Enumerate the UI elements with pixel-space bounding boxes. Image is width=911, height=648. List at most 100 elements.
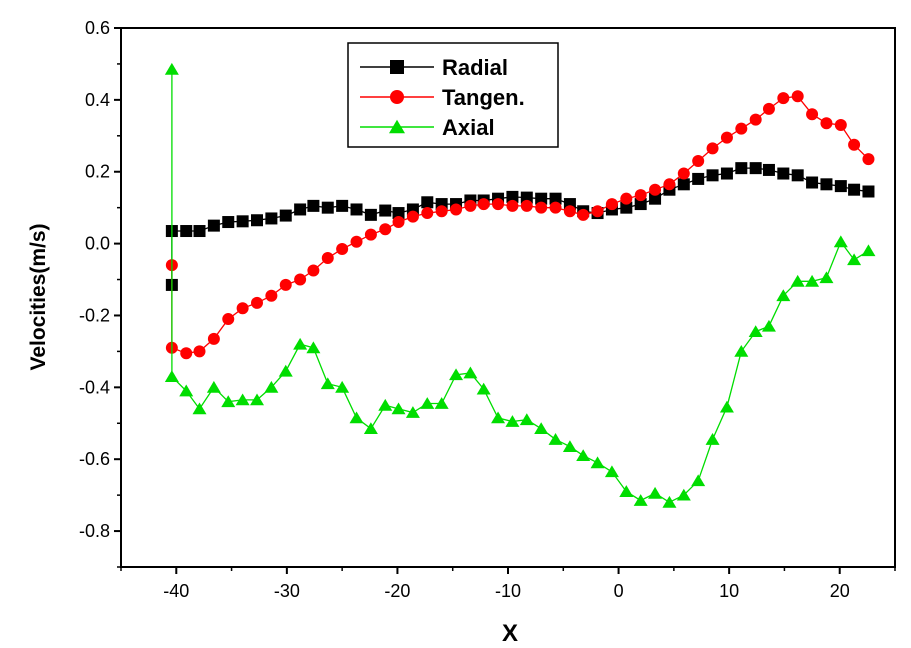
legend-label-axial: Axial <box>442 115 495 140</box>
data-point-tangen <box>236 302 249 315</box>
data-point-tangen <box>450 203 463 216</box>
series-radial <box>165 162 875 291</box>
data-point-radial <box>321 201 334 214</box>
data-point-tangen <box>663 178 676 191</box>
data-point-axial <box>505 415 520 427</box>
data-point-tangen <box>207 332 220 345</box>
x-axis: -40 -30 -20 -10 0 10 20 <box>120 567 896 601</box>
data-point-axial <box>519 413 534 426</box>
data-point-axial <box>235 393 250 406</box>
data-point-radial <box>820 178 833 191</box>
data-point-tangen <box>492 198 505 211</box>
data-point-axial <box>719 400 734 413</box>
data-point-axial <box>861 244 876 257</box>
y-tick-label: -0.2 <box>79 305 110 325</box>
y-tick-label: -0.6 <box>79 449 110 469</box>
data-point-tangen <box>222 313 235 326</box>
data-point-radial <box>749 162 762 175</box>
data-point-axial <box>776 289 791 302</box>
data-point-tangen <box>862 153 875 166</box>
data-point-axial <box>676 488 691 501</box>
x-tick-label: 20 <box>830 581 850 601</box>
legend-box <box>347 42 559 148</box>
data-point-tangen <box>180 347 193 360</box>
y-axis-title: Velocities(m/s) <box>27 223 50 370</box>
data-point-axial <box>463 366 478 379</box>
x-tick-label: -40 <box>163 581 189 601</box>
data-point-tangen <box>706 142 719 155</box>
data-point-tangen <box>591 205 604 218</box>
data-point-axial <box>349 411 364 424</box>
data-point-radial <box>706 169 719 182</box>
data-point-axial <box>476 382 491 395</box>
data-point-axial <box>833 235 848 248</box>
data-point-tangen <box>720 131 733 144</box>
data-point-axial <box>278 364 293 377</box>
data-point-tangen <box>321 251 334 264</box>
series-line-radial <box>171 167 869 285</box>
data-point-radial <box>265 212 278 225</box>
data-point-axial <box>179 384 194 397</box>
data-point-axial <box>648 486 663 499</box>
legend: Radial Tangen. Axial <box>347 42 559 148</box>
data-point-axial <box>405 406 420 418</box>
data-point-radial <box>180 225 193 238</box>
data-point-radial <box>236 215 249 228</box>
x-tick-label: -10 <box>495 581 521 601</box>
data-point-tangen <box>477 198 490 211</box>
data-point-radial <box>620 201 633 214</box>
data-point-tangen <box>307 264 320 277</box>
data-point-tangen <box>464 199 477 212</box>
data-point-radial <box>379 204 392 217</box>
data-point-tangen <box>692 154 705 167</box>
data-point-tangen <box>435 205 448 218</box>
data-point-tangen <box>649 183 662 196</box>
data-point-tangen <box>406 210 419 223</box>
data-point-tangen <box>506 199 519 212</box>
data-point-tangen <box>392 216 405 229</box>
data-point-radial <box>677 178 690 191</box>
data-point-tangen <box>762 102 775 115</box>
y-tick-label: 0.2 <box>85 162 110 182</box>
data-point-radial <box>207 219 220 232</box>
data-point-axial <box>320 377 335 390</box>
data-point-tangen <box>577 208 590 221</box>
data-point-axial <box>705 433 720 445</box>
series-layer <box>164 62 876 508</box>
data-point-tangen <box>777 92 790 105</box>
y-tick-label: 0.0 <box>85 234 110 254</box>
data-point-radial <box>251 214 264 227</box>
data-point-axial <box>264 380 279 393</box>
data-point-tangen <box>535 201 548 214</box>
data-point-axial <box>619 485 634 497</box>
data-point-radial <box>735 162 748 175</box>
y-tick-label: 0.6 <box>85 18 110 38</box>
data-point-radial <box>294 203 307 216</box>
data-point-axial <box>748 325 763 338</box>
y-tick-label: -0.8 <box>79 521 110 541</box>
data-point-radial <box>834 180 847 193</box>
data-point-tangen <box>379 223 392 236</box>
y-tick-label: 0.4 <box>85 90 110 110</box>
data-point-axial <box>164 62 179 75</box>
data-point-tangen <box>421 207 434 220</box>
legend-marker-axial <box>389 119 405 134</box>
data-point-radial <box>634 198 647 211</box>
data-point-radial <box>392 207 405 220</box>
data-point-radial <box>336 199 349 212</box>
data-point-radial <box>222 216 235 229</box>
data-point-tangen <box>520 199 533 212</box>
x-tick-label: 10 <box>719 581 739 601</box>
x-tick-label: -20 <box>384 581 410 601</box>
data-point-radial <box>520 191 533 204</box>
data-point-axial <box>604 465 619 478</box>
data-point-tangen <box>820 117 833 130</box>
legend-marker-tangen <box>390 90 404 104</box>
x-axis-title: X <box>502 620 518 647</box>
data-point-radial <box>720 167 733 180</box>
data-point-axial <box>420 397 435 409</box>
data-point-axial <box>306 341 321 354</box>
data-point-radial <box>193 225 206 238</box>
data-point-axial <box>590 456 605 469</box>
